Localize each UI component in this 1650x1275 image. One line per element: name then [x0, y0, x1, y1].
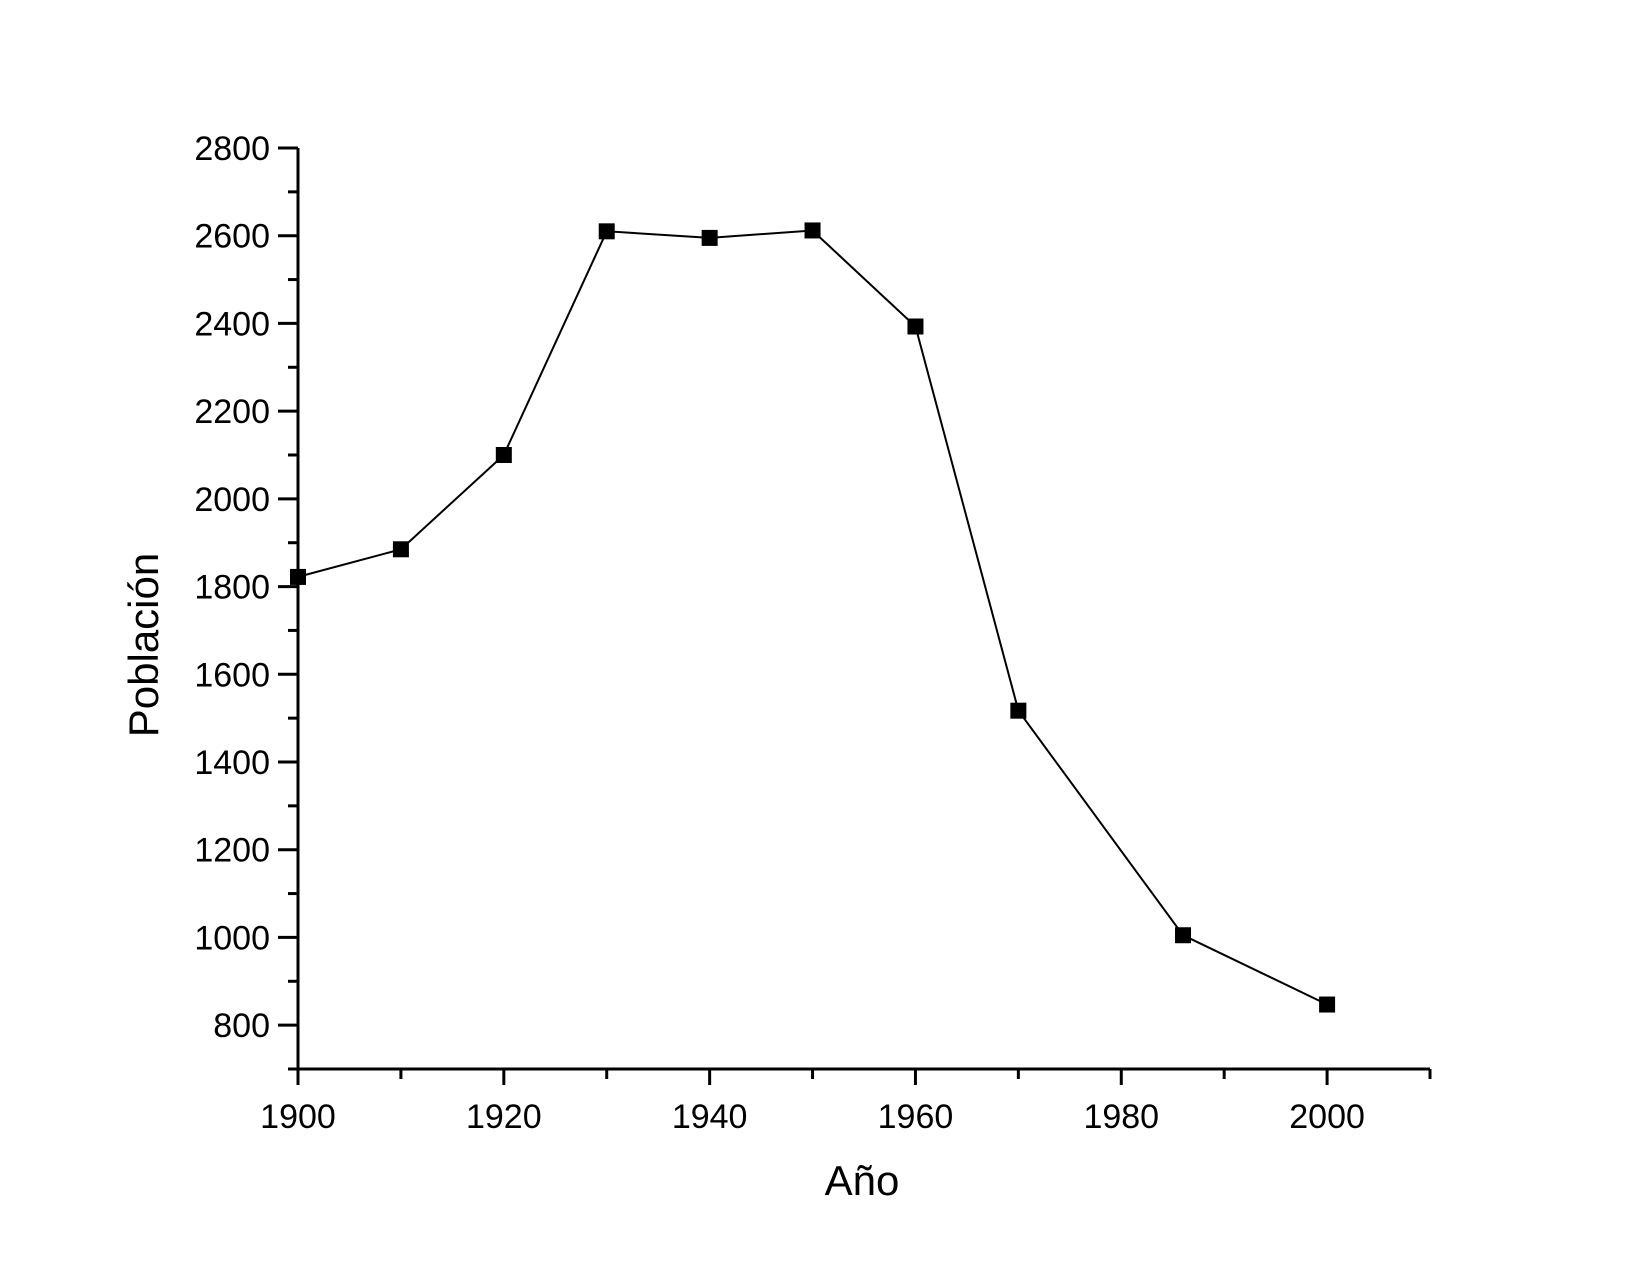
- x-tick-label: 1920: [466, 1098, 542, 1136]
- series-group: [290, 222, 1336, 1013]
- x-tick-label: 1900: [260, 1098, 336, 1136]
- data-point: [290, 568, 306, 585]
- x-tick-label: 1940: [672, 1098, 748, 1136]
- data-point: [1175, 927, 1192, 944]
- data-point: [495, 447, 512, 463]
- y-tick-label: 1600: [194, 656, 270, 694]
- data-point: [598, 223, 615, 240]
- series-line: [297, 229, 1328, 1006]
- y-tick-label: 2200: [194, 393, 270, 431]
- data-point: [701, 229, 718, 246]
- axes: 1900 1920 1940 1960 1980 2000 800 1000 1200 1400 1…: [194, 130, 1432, 1136]
- y-tick-label: 2800: [194, 130, 270, 168]
- data-point: [1319, 996, 1336, 1013]
- y-axis-title: Población: [120, 553, 167, 737]
- x-tick-label: 1980: [1083, 1098, 1159, 1136]
- data-point: [1010, 702, 1027, 719]
- y-tick-label: 1200: [194, 832, 270, 870]
- data-point: [804, 222, 821, 239]
- x-tick-label: 2000: [1289, 1098, 1365, 1136]
- y-tick-label: 800: [213, 1007, 270, 1045]
- y-tick-label: 1800: [194, 569, 270, 607]
- x-axis-title: Año: [825, 1157, 900, 1204]
- x-tick-label: 1960: [878, 1098, 954, 1136]
- y-tick-label: 1000: [194, 919, 270, 957]
- data-point: [392, 541, 409, 558]
- data-point: [907, 318, 924, 335]
- y-tick-label: 2400: [194, 305, 270, 343]
- y-tick-label: 1400: [194, 744, 270, 782]
- y-tick-label: 2000: [194, 481, 270, 519]
- y-tick-label: 2600: [194, 218, 270, 256]
